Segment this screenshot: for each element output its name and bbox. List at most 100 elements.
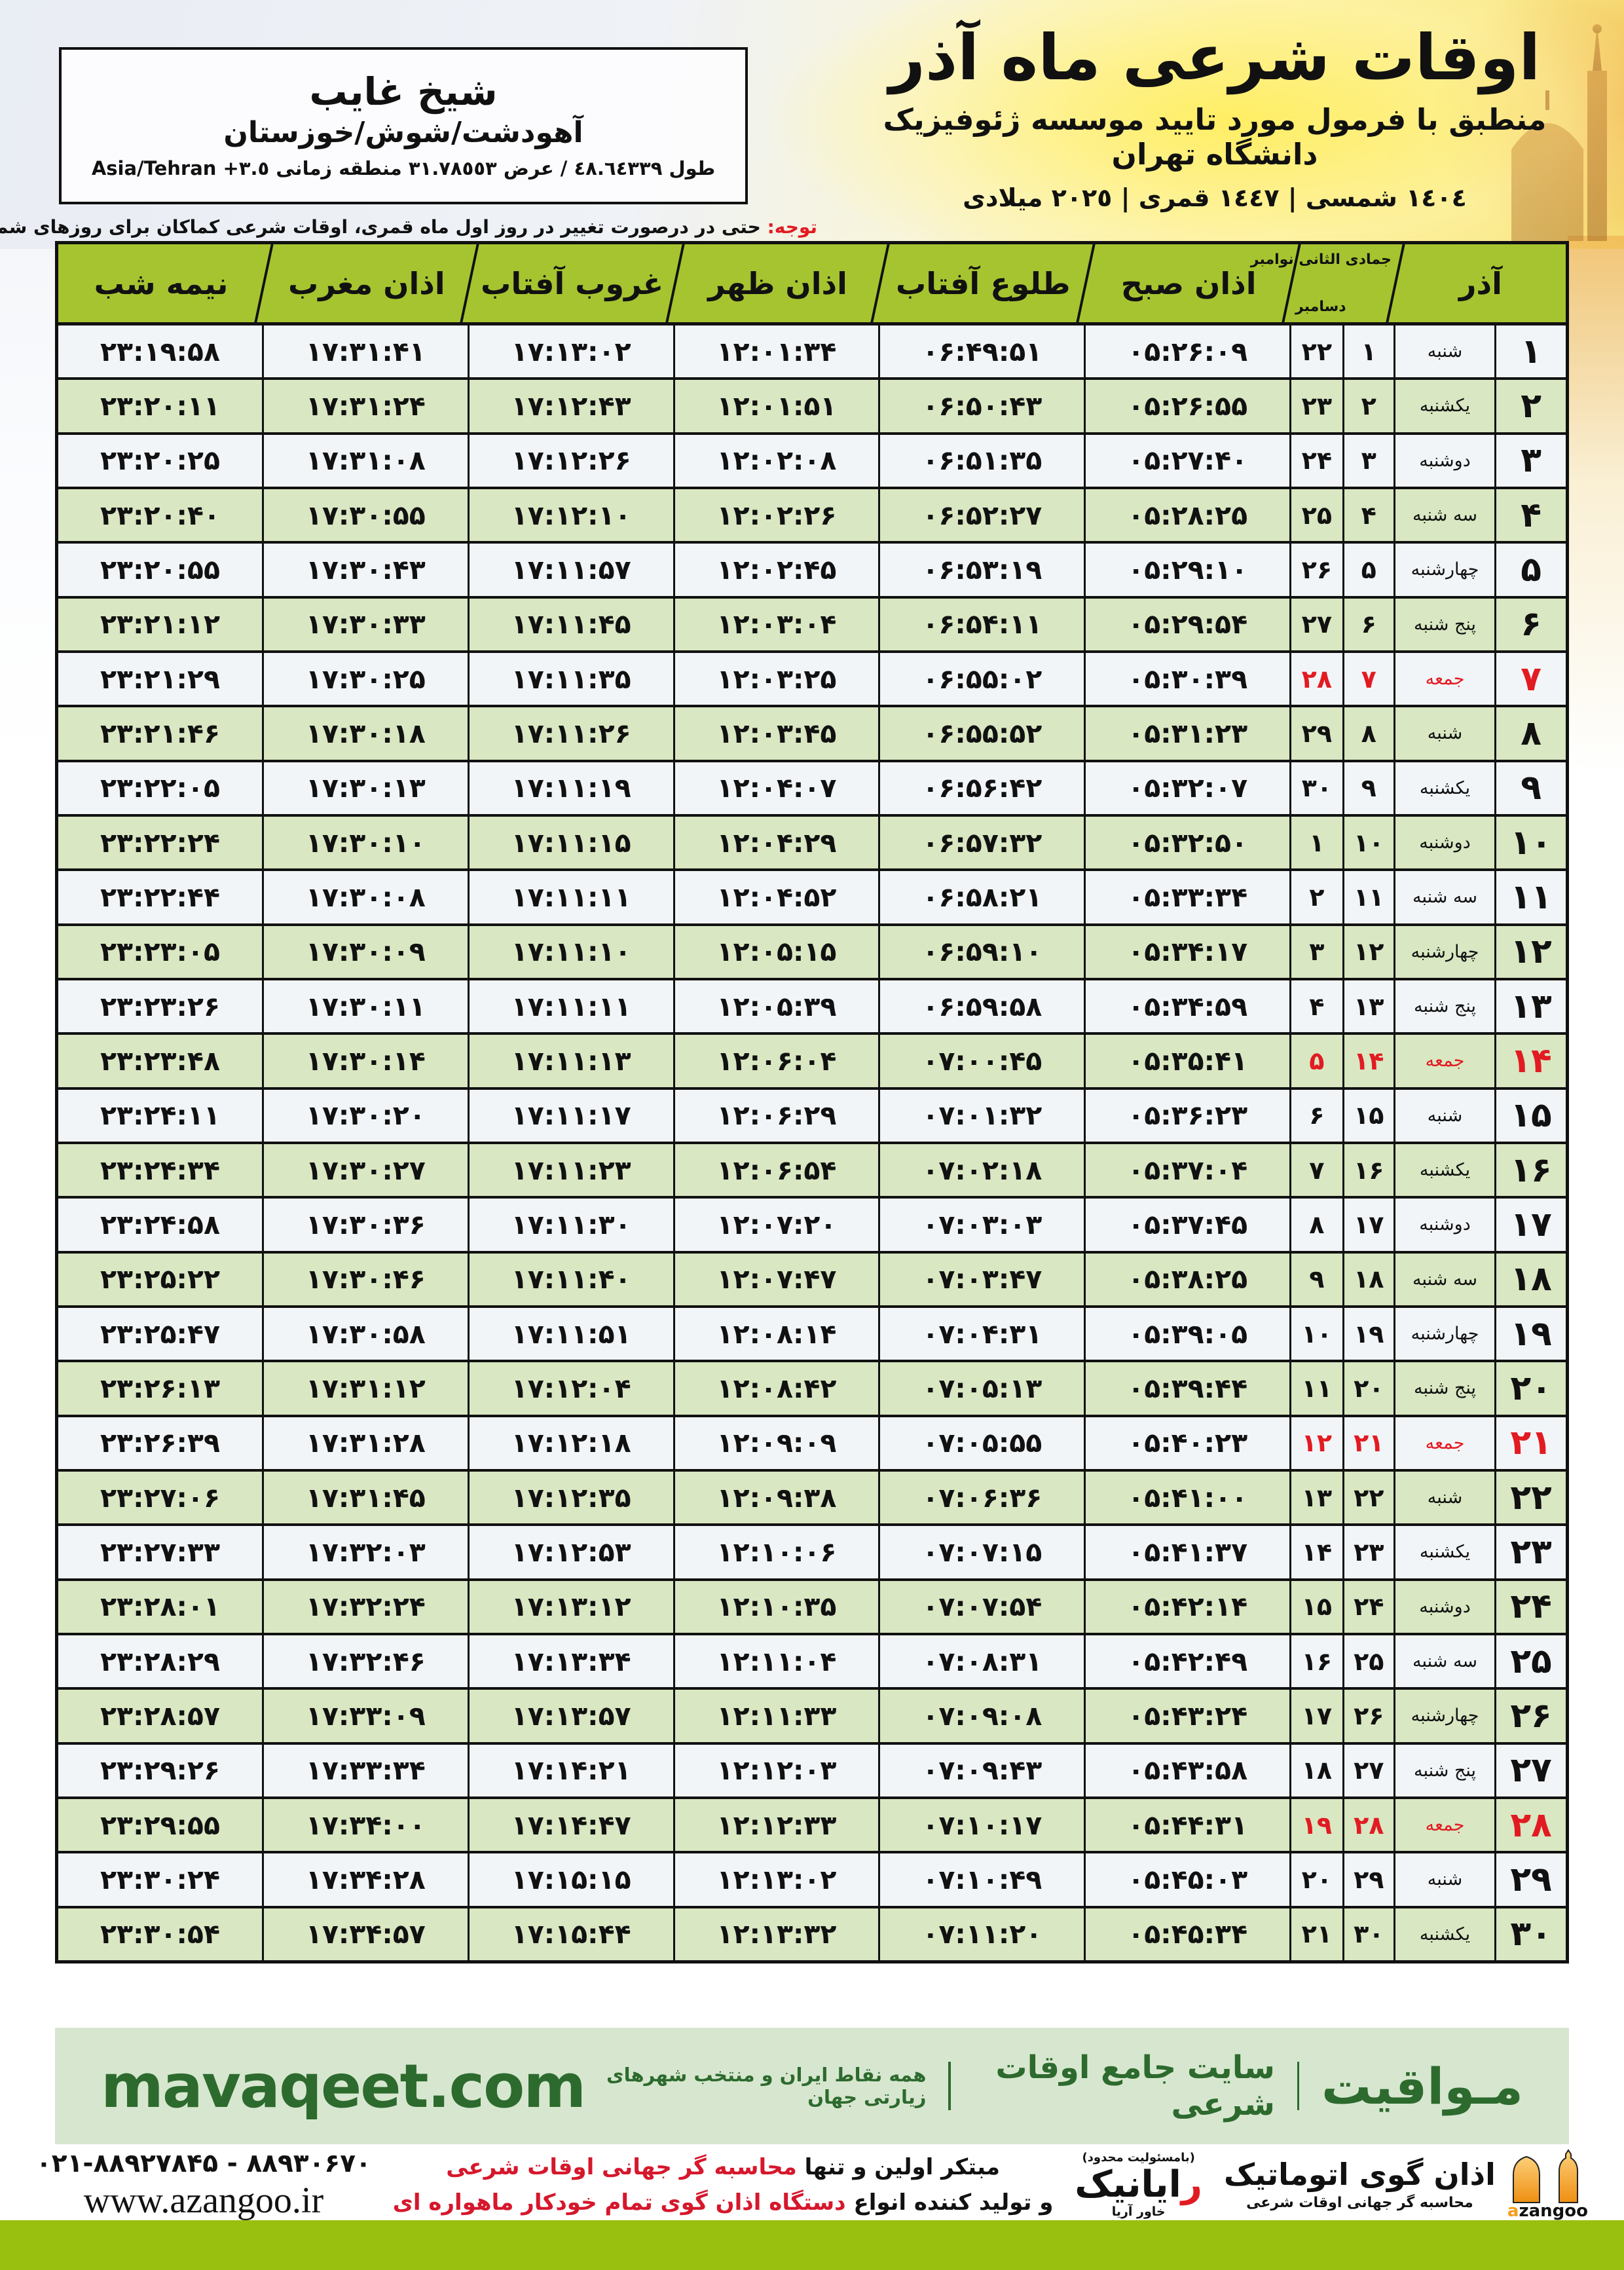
cell-weekday: پنج شنبه — [1395, 598, 1497, 650]
cell-azar-day: ۱۷ — [1510, 1204, 1552, 1244]
cell-midnight: ۲۳:۲۱:۴۶ — [58, 707, 264, 760]
cell-weekday: یکشنبه — [1395, 1144, 1497, 1197]
cell-lunar-day: ۲۰ — [1344, 1362, 1395, 1415]
azangoo-logo: azangoo اذان گوی اتوماتیک محاسبه گر جهان… — [1224, 2149, 1588, 2221]
cell-lunar-day: ۱۳ — [1344, 980, 1395, 1033]
cell-gregorian-day: ۲۴ — [1291, 434, 1344, 487]
cell-midnight: ۲۳:۲۰:۵۵ — [58, 544, 264, 596]
cell-azan-zohr: ۱۲:۰۷:۲۰ — [675, 1199, 881, 1251]
cell-lunar-day: ۲۸ — [1344, 1798, 1395, 1851]
cell-weekday: چهارشنبه — [1395, 1690, 1497, 1742]
cell-sunset: ۱۷:۱۵:۱۵ — [470, 1853, 675, 1906]
azangoo-wordmark: azangoo — [1507, 2201, 1588, 2221]
cell-sunrise: ۰۷:۰۲:۱۸ — [880, 1144, 1086, 1197]
azangoo-website: www.azangoo.ir — [83, 2180, 324, 2221]
cell-sunrise: ۰۷:۰۱:۳۲ — [880, 1089, 1086, 1142]
cell-gregorian-day: ۳۰ — [1291, 762, 1344, 814]
location-name: شیخ غایب — [309, 69, 498, 115]
cell-azan-sobh: ۰۵:۳۹:۴۴ — [1086, 1362, 1292, 1415]
cell-lunar-day: ۴ — [1344, 489, 1395, 542]
cell-midnight: ۲۳:۲۲:۲۴ — [58, 816, 264, 869]
cell-sunset: ۱۷:۱۲:۵۳ — [470, 1526, 675, 1578]
cell-sunrise: ۰۷:۰۵:۱۳ — [880, 1362, 1086, 1415]
cell-lunar-day: ۲۴ — [1344, 1580, 1395, 1633]
gregorian-month-label: دسامبر — [1295, 299, 1346, 316]
cell-midnight: ۲۳:۲۶:۳۹ — [58, 1417, 264, 1469]
cell-azan-maghreb: ۱۷:۳۱:۰۸ — [264, 434, 470, 487]
cell-lunar-day: ۱۹ — [1344, 1307, 1395, 1360]
cell-lunar-day: ۶ — [1344, 598, 1395, 650]
cell-azar-day: ۱۱ — [1510, 877, 1552, 917]
cell-gregorian-day: ۹ — [1291, 1253, 1344, 1305]
cell-azan-maghreb: ۱۷:۳۰:۱۸ — [264, 707, 470, 760]
cell-azar-day: ۵ — [1521, 549, 1541, 589]
cell-gregorian-day: ۲۹ — [1291, 707, 1344, 760]
azangoo-rest: zangoo — [1519, 2201, 1588, 2221]
cell-azan-maghreb: ۱۷:۳۴:۰۰ — [264, 1798, 470, 1851]
cell-azar-day: ۲۹ — [1510, 1859, 1552, 1899]
cell-sunset: ۱۷:۱۱:۱۹ — [470, 762, 675, 814]
phone-numbers: ۰۲۱-۸۸۹۲۷۸۴۵ - ۸۸۹۳۰۶۷۰ — [36, 2148, 371, 2178]
cell-weekday: یکشنبه — [1395, 1908, 1497, 1960]
cell-azan-maghreb: ۱۷:۳۲:۲۴ — [264, 1580, 470, 1633]
cell-sunset: ۱۷:۱۱:۵۷ — [470, 544, 675, 596]
cell-sunset: ۱۷:۱۱:۱۰ — [470, 925, 675, 978]
cell-azan-maghreb: ۱۷:۳۰:۱۳ — [264, 762, 470, 814]
cell-midnight: ۲۳:۲۶:۱۳ — [58, 1362, 264, 1415]
cell-azan-maghreb: ۱۷:۳۰:۲۷ — [264, 1144, 470, 1197]
cell-weekday: جمعه — [1395, 1417, 1497, 1469]
cell-azan-sobh: ۰۵:۴۴:۳۱ — [1086, 1798, 1292, 1851]
cell-azan-zohr: ۱۲:۱۳:۳۲ — [675, 1908, 881, 1960]
page-subtitle: منطبق با فرمول مورد تایید موسسه ژئوفیزیک… — [883, 102, 1547, 172]
cell-azan-zohr: ۱۲:۰۳:۲۵ — [675, 652, 881, 705]
table-row: ۱۷ دوشنبه ۱۷ ۸ ۰۵:۳۷:۴۵ ۰۷:۰۳:۰۳ ۱۲:۰۷:۲… — [58, 1199, 1566, 1254]
cell-gregorian-day: ۲۰ — [1291, 1853, 1344, 1906]
right-edge-art — [1568, 236, 1624, 773]
cell-azan-maghreb: ۱۷:۳۰:۳۶ — [264, 1199, 470, 1251]
table-row: ۱۵ شنبه ۱۵ ۶ ۰۵:۳۶:۲۳ ۰۷:۰۱:۳۲ ۱۲:۰۶:۲۹ … — [58, 1089, 1566, 1144]
cell-lunar-day: ۳ — [1344, 434, 1395, 487]
mavaqeet-footer-bar: مـواقیت سایت جامع اوقات شرعی همه نقاط ای… — [55, 2028, 1569, 2144]
cell-sunset: ۱۷:۱۵:۴۴ — [470, 1908, 675, 1960]
cell-weekday: دوشنبه — [1395, 434, 1497, 487]
cell-gregorian-day: ۱۵ — [1291, 1580, 1344, 1633]
cell-lunar-day: ۸ — [1344, 707, 1395, 760]
table-row: ۲۱ جمعه ۲۱ ۱۲ ۰۵:۴۰:۲۳ ۰۷:۰۵:۵۵ ۱۲:۰۹:۰۹… — [58, 1417, 1566, 1472]
cell-gregorian-day: ۲۱ — [1291, 1908, 1344, 1960]
notice-label: توجه: — [767, 216, 817, 238]
rayanik-first-letter: ر — [1181, 2163, 1203, 2206]
cell-azan-zohr: ۱۲:۱۳:۰۲ — [675, 1853, 881, 1906]
cell-sunset: ۱۷:۱۲:۲۶ — [470, 434, 675, 487]
cell-midnight: ۲۳:۲۸:۰۱ — [58, 1580, 264, 1633]
cell-lunar-day: ۲۲ — [1344, 1471, 1395, 1524]
cell-lunar-day: ۲۷ — [1344, 1744, 1395, 1796]
cell-azan-sobh: ۰۵:۳۷:۴۵ — [1086, 1199, 1292, 1251]
cell-azar-day: ۱۸ — [1510, 1259, 1552, 1299]
cell-azan-maghreb: ۱۷:۳۰:۰۸ — [264, 871, 470, 923]
cell-azar-day: ۱۰ — [1510, 823, 1552, 863]
dome-minaret-icon — [1513, 2149, 1579, 2203]
table-row: ۸ شنبه ۸ ۲۹ ۰۵:۳۱:۲۳ ۰۶:۵۵:۵۲ ۱۲:۰۳:۴۵ ۱… — [58, 707, 1566, 762]
location-region: آهودشت/شوش/خوزستان — [223, 115, 583, 149]
cell-azar-day: ۱۲ — [1510, 932, 1552, 972]
cell-sunset: ۱۷:۱۱:۲۶ — [470, 707, 675, 760]
mavaqeet-url: mavaqeet.com — [101, 2051, 586, 2121]
column-header-azan-zohr: اذان ظهر — [675, 244, 881, 322]
cell-sunrise: ۰۷:۰۶:۳۶ — [880, 1471, 1086, 1524]
cell-azan-maghreb: ۱۷:۳۰:۱۴ — [264, 1035, 470, 1087]
cell-lunar-day: ۲۵ — [1344, 1635, 1395, 1688]
cell-azar-day: ۱۴ — [1510, 1041, 1552, 1081]
cell-gregorian-day: ۱۹ — [1291, 1798, 1344, 1851]
cell-azan-sobh: ۰۵:۳۵:۴۱ — [1086, 1035, 1292, 1087]
cell-azan-maghreb: ۱۷:۳۴:۵۷ — [264, 1908, 470, 1960]
cell-azan-zohr: ۱۲:۰۶:۲۹ — [675, 1089, 881, 1142]
cell-sunset: ۱۷:۱۲:۴۳ — [470, 380, 675, 432]
cell-sunrise: ۰۷:۰۸:۳۱ — [880, 1635, 1086, 1688]
cell-azan-maghreb: ۱۷:۳۰:۲۰ — [264, 1089, 470, 1142]
cell-weekday: جمعه — [1395, 652, 1497, 705]
cell-lunar-day: ۲ — [1344, 380, 1395, 432]
cell-sunrise: ۰۶:۵۷:۳۲ — [880, 816, 1086, 869]
cell-weekday: جمعه — [1395, 1798, 1497, 1851]
timetable-body: ۱ شنبه ۱ ۲۲ ۰۵:۲۶:۰۹ ۰۶:۴۹:۵۱ ۱۲:۰۱:۳۴ ۱… — [58, 326, 1566, 1960]
cell-azan-zohr: ۱۲:۰۱:۵۱ — [675, 380, 881, 432]
